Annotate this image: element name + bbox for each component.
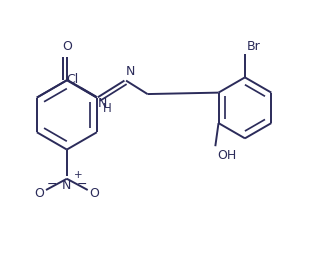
Text: OH: OH [217, 149, 236, 162]
Text: O: O [62, 40, 72, 53]
Text: N: N [98, 97, 107, 110]
Text: O: O [89, 187, 99, 200]
Text: Br: Br [246, 40, 260, 53]
Text: Cl: Cl [66, 73, 78, 86]
Text: N: N [62, 179, 71, 192]
Text: +: + [74, 170, 83, 180]
Text: −: − [47, 178, 57, 191]
Text: −: − [77, 178, 87, 191]
Text: H: H [103, 102, 112, 115]
Text: O: O [35, 187, 44, 200]
Text: N: N [126, 65, 135, 78]
